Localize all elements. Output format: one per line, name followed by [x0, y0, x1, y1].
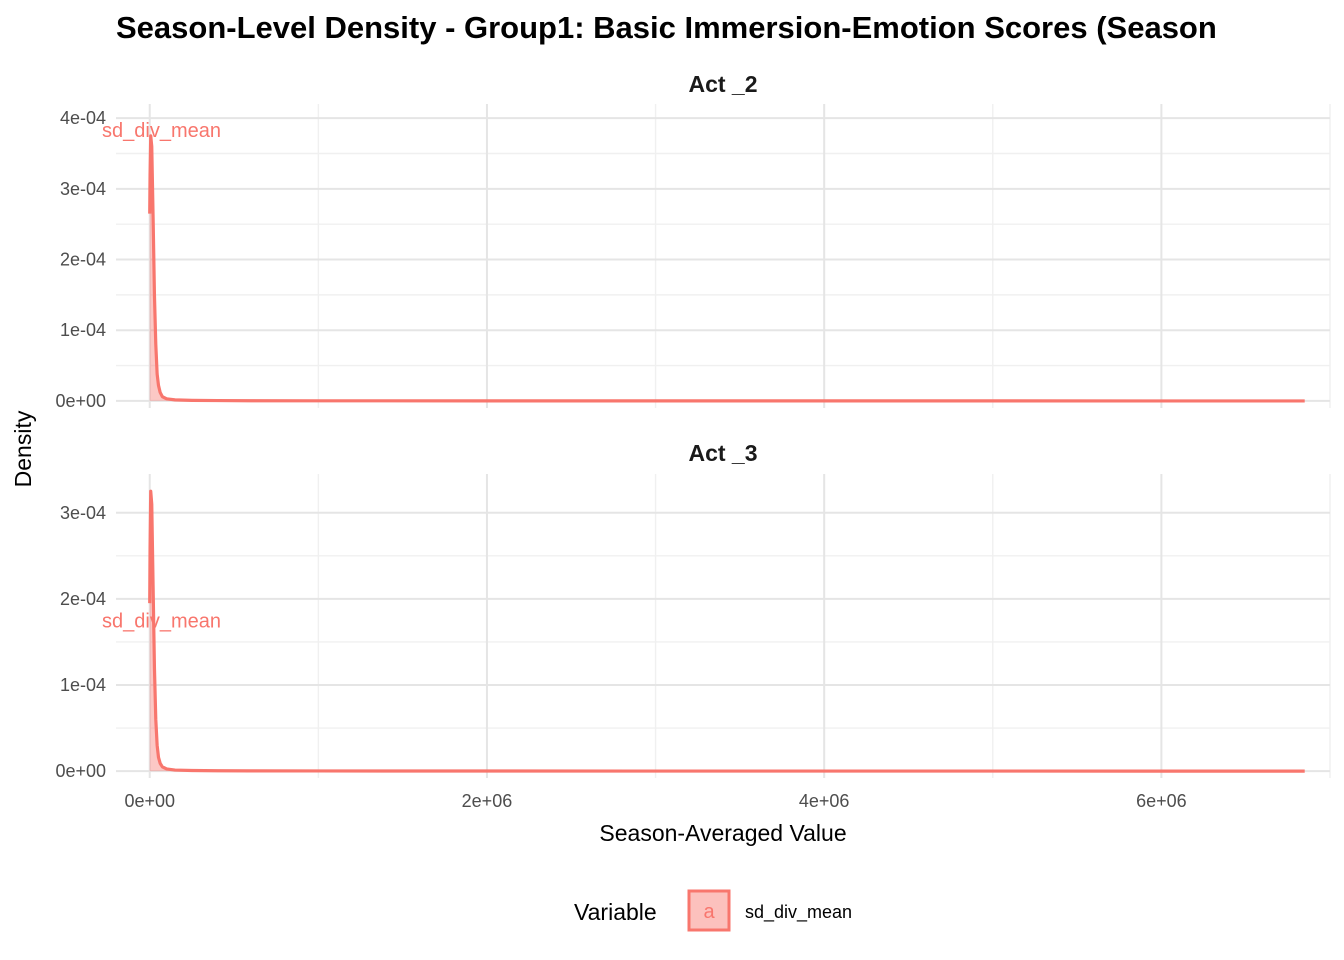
- density-line: [148, 134, 1305, 403]
- legend-label-sd-div-mean: sd_div_mean: [745, 902, 852, 923]
- panel-strip-act-2: Act _2: [688, 71, 757, 97]
- x-tick-label: 2e+06: [462, 791, 513, 811]
- y-tick-label: 0e+00: [55, 761, 106, 781]
- density-line: [148, 489, 1305, 773]
- x-axis: 0e+00 2e+06 4e+06 6e+06: [124, 791, 1186, 811]
- x-tick-label: 0e+00: [124, 791, 175, 811]
- chart-title: Season-Level Density - Group1: Basic Imm…: [116, 10, 1217, 45]
- panel-act-3: Act _3 0e+00 1e-04 2e-04 3e-04 sd_div_mean: [55, 440, 1331, 781]
- y-axis-title: Density: [10, 410, 36, 487]
- y-tick-label: 0e+00: [55, 391, 106, 411]
- y-tick-label: 1e-04: [60, 675, 106, 695]
- panel-act-2: Act _2 0e+00 1e-04 2e-04 3e-04 4e-04sd_div_m…: [55, 71, 1331, 411]
- gridlines: [116, 104, 1331, 408]
- series-annotation: sd_div_mean: [102, 610, 221, 632]
- series-annotation: sd_div_mean: [102, 120, 221, 142]
- y-tick-label: 3e-04: [60, 503, 106, 523]
- y-tick-label: 1e-04: [60, 320, 106, 340]
- x-tick-label: 6e+06: [1136, 791, 1187, 811]
- legend-key-glyph: a: [703, 901, 715, 923]
- y-tick-label: 2e-04: [60, 589, 106, 609]
- x-tick-label: 4e+06: [799, 791, 850, 811]
- y-tick-label: 2e-04: [60, 250, 106, 270]
- density-area: [149, 135, 1305, 401]
- x-axis-title: Season-Averaged Value: [599, 820, 846, 846]
- density-area: [149, 491, 1305, 772]
- panel-strip-act-3: Act _3: [688, 440, 757, 466]
- y-tick-label: 4e-04: [60, 108, 106, 128]
- y-tick-label: 3e-04: [60, 179, 106, 199]
- legend: Variable a sd_div_mean: [574, 889, 852, 932]
- legend-key: [687, 889, 731, 932]
- legend-title: Variable: [574, 899, 657, 925]
- gridlines: [116, 474, 1331, 778]
